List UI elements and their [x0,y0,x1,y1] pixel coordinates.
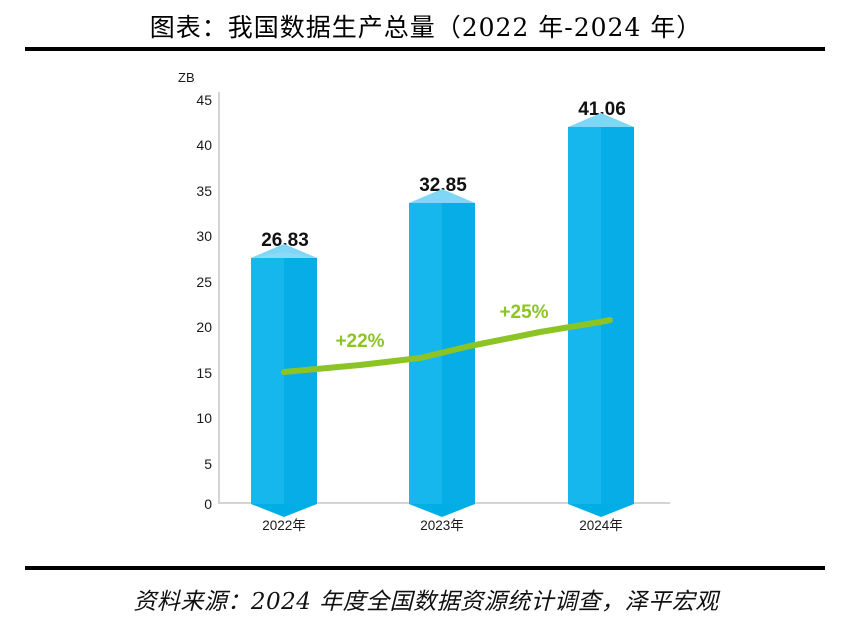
bar-2024[interactable] [568,113,634,504]
bar-top-face-2024 [568,113,634,127]
bar-top-face-2022 [251,244,317,258]
y-tick-30: 30 [196,228,212,244]
y-tick-5: 5 [204,456,212,472]
plot-area: ZB 45 40 35 30 25 20 15 10 5 0 26.83 [0,52,852,552]
y-axis-ticks: 45 40 35 30 25 20 15 10 5 0 [168,52,212,512]
bar-right-face-2022 [284,258,317,504]
bar-value-label-2023: 32.85 [419,175,467,196]
y-tick-20: 20 [196,319,212,335]
bar-value-label-2024: 41.06 [578,99,626,120]
chart-title: 图表：我国数据生产总量（2022 年-2024 年） [149,13,703,42]
bar-2023[interactable] [409,189,475,504]
x-tick-2022: 2022年 [262,518,306,533]
bar-base-2023 [409,504,475,517]
growth-annotation-2024: +25% [499,302,549,323]
title-divider-rule [25,47,825,51]
bar-top-face-2023 [409,189,475,203]
source-divider-rule [25,566,825,570]
y-tick-40: 40 [196,137,212,153]
bar-left-face-2022 [251,258,284,504]
y-tick-45: 45 [196,92,212,108]
y-tick-15: 15 [196,365,212,381]
bar-base-2024 [568,504,634,517]
y-tick-10: 10 [196,410,212,426]
bar-right-face-2024 [601,127,634,504]
x-tick-2023: 2023年 [420,518,464,533]
y-tick-25: 25 [196,274,212,290]
growth-annotation-2023: +22% [335,331,385,352]
bar-right-face-2023 [442,203,475,504]
source-note: 资料来源：2024 年度全国数据资源统计调查，泽平宏观 [133,589,719,615]
bar-left-face-2023 [409,203,442,504]
x-tick-2024: 2024年 [579,518,623,533]
bar-base-2022 [251,504,317,517]
y-tick-35: 35 [196,183,212,199]
bar-2022[interactable] [251,244,317,504]
y-axis-unit-label: ZB [178,70,195,85]
y-axis-line [218,92,220,504]
bar-value-label-2022: 26.83 [261,230,309,251]
y-tick-0: 0 [204,496,212,512]
bar-left-face-2024 [568,127,601,504]
